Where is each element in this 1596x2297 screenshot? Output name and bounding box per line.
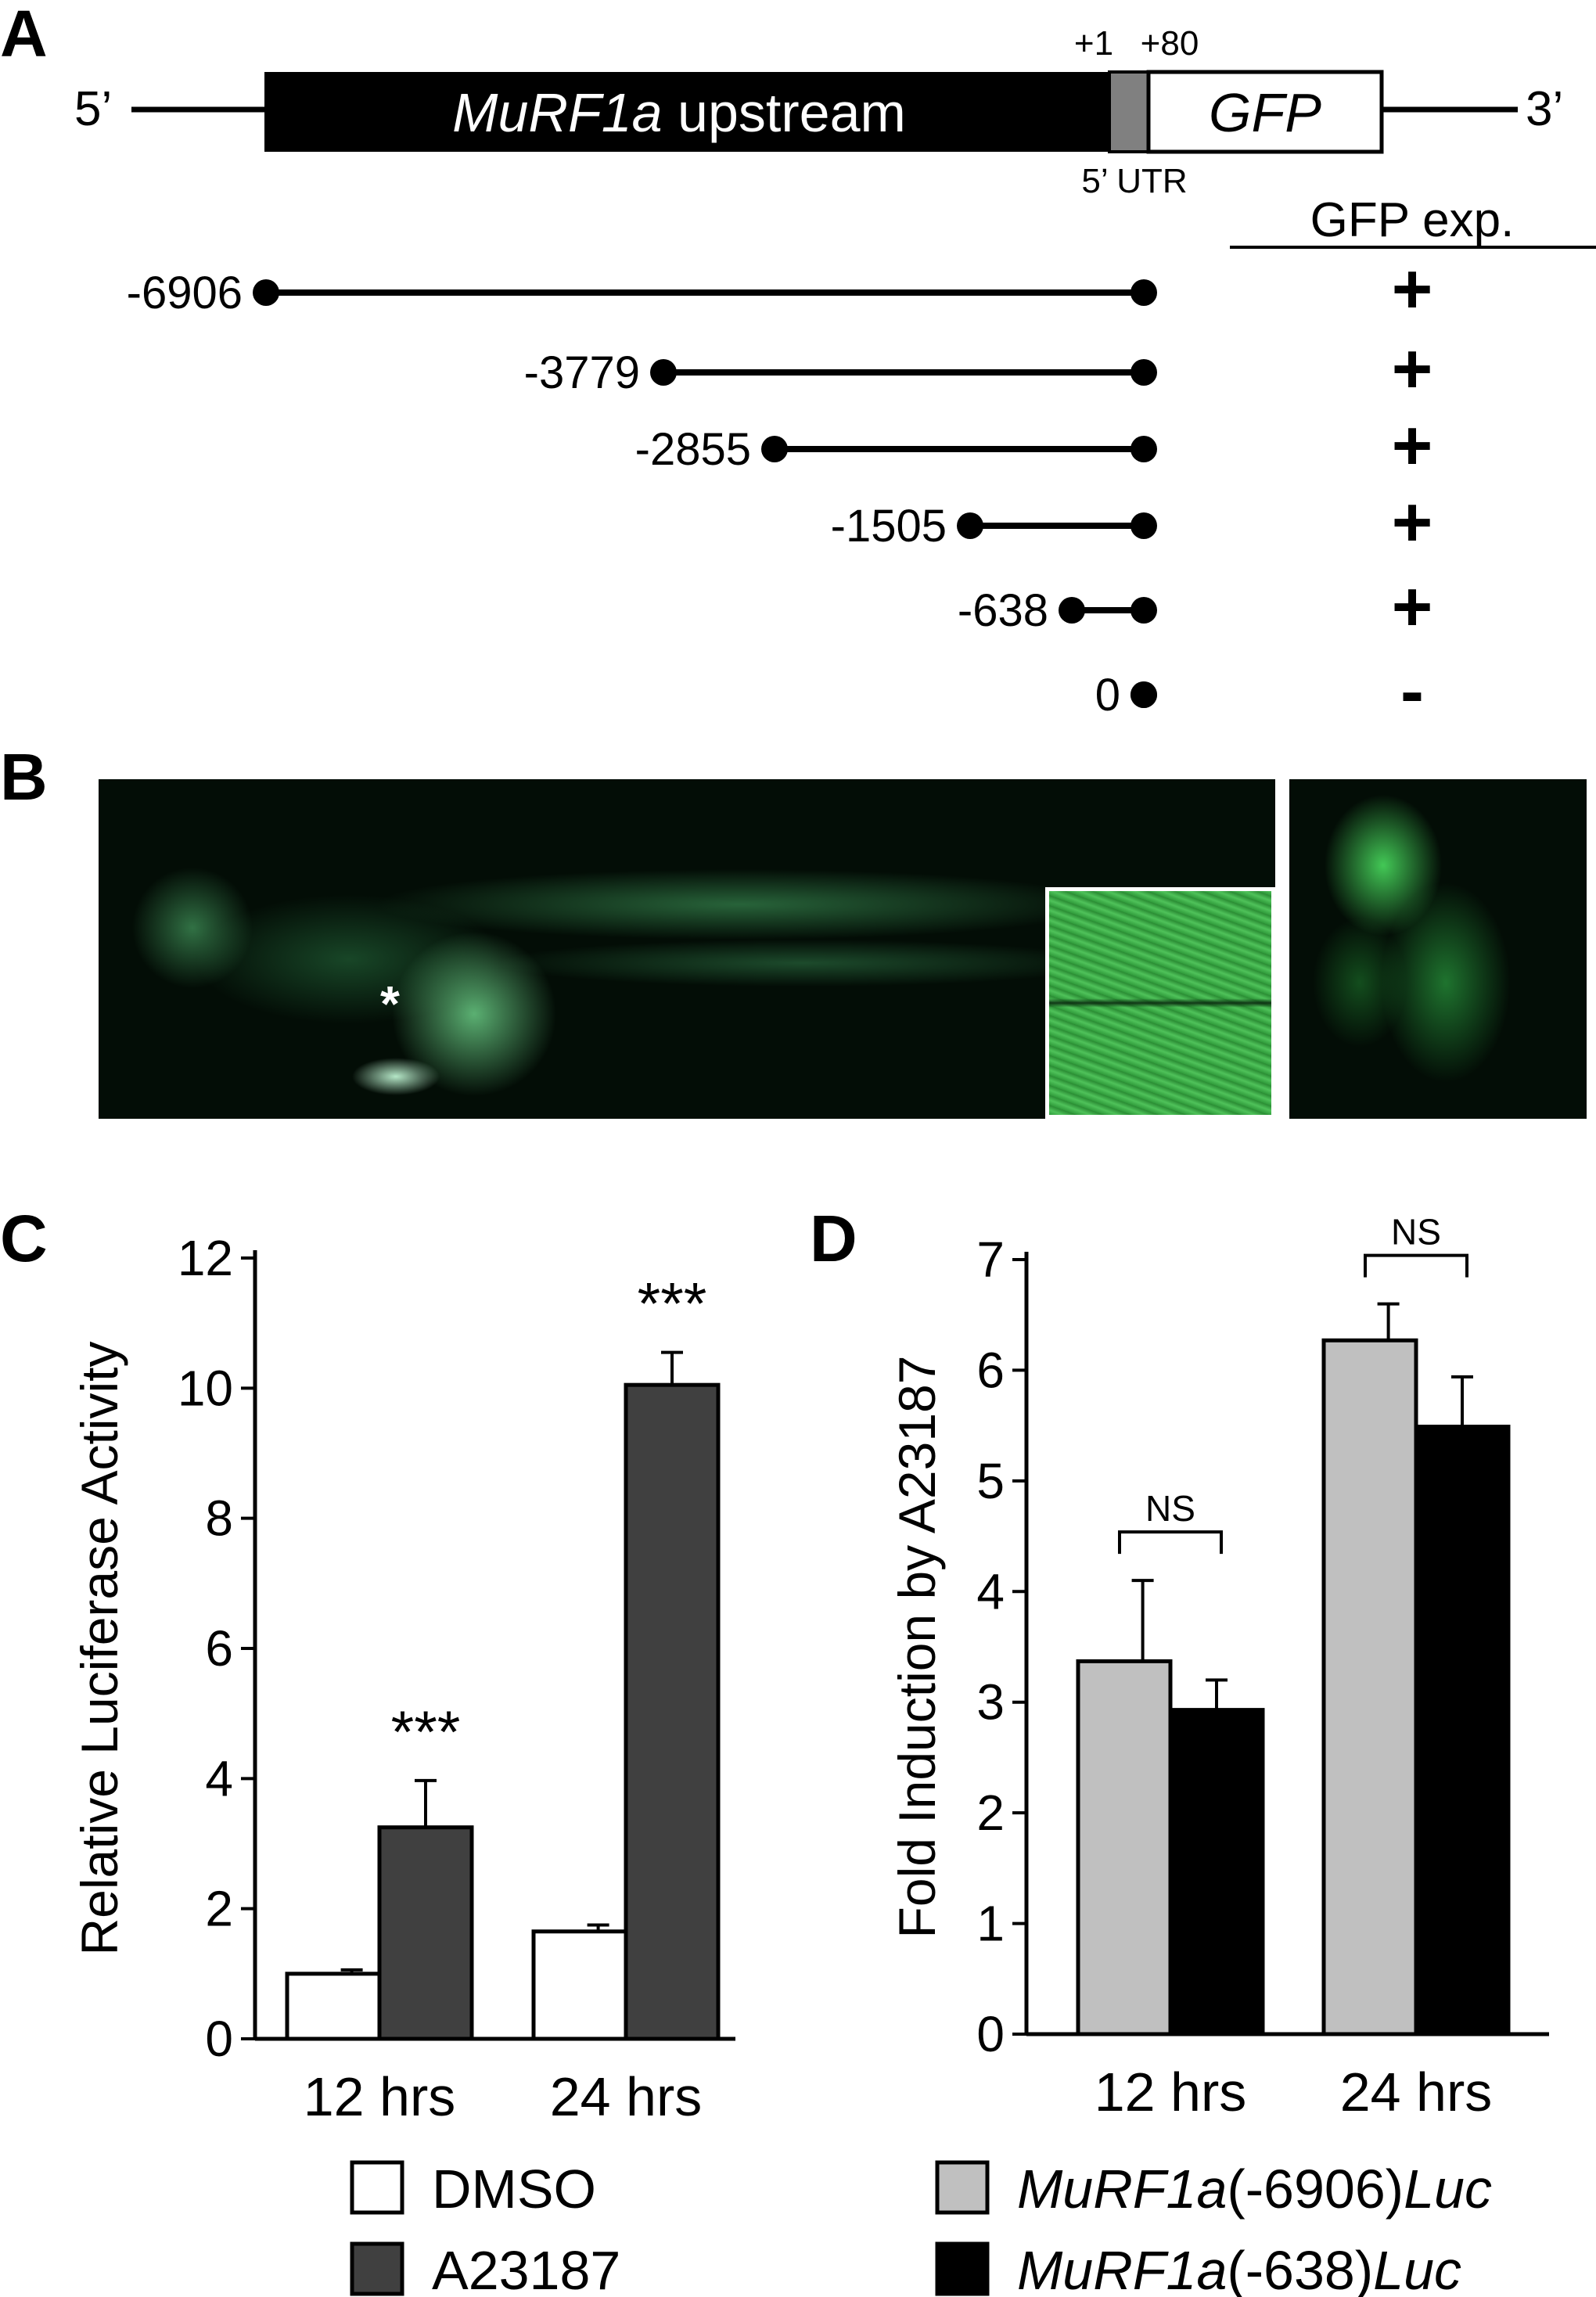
y-tick-label: 10 (178, 1360, 233, 1416)
chart-d: 0 1 2 3 4 5 6 7 Fold Induction by A23187 12 hrs 24… (888, 1212, 1549, 2297)
y-tick-label: 8 (205, 1490, 233, 1547)
y-axis-label: Relative Luciferase Activity (70, 1341, 128, 1955)
significance-bracket (1118, 1530, 1223, 1555)
y-tick-label: 4 (976, 1563, 1005, 1619)
bar (1414, 1425, 1511, 2036)
x-tick-label: 12 hrs (1095, 2062, 1247, 2123)
y-tick-label: 5 (976, 1453, 1005, 1509)
y-tick-label: 2 (976, 1785, 1005, 1841)
construct-start-dot (957, 512, 983, 539)
y-axis-label: Fold Induction by A23187 (888, 1356, 946, 1939)
y-tick-label: 0 (976, 2006, 1005, 2062)
legend-swatch (935, 2241, 990, 2296)
panel-b: B (0, 740, 48, 814)
y-tick-label: 7 (976, 1231, 1005, 1288)
muscle-fibers-inset (1045, 887, 1275, 1119)
panel-b-letter: B (0, 740, 48, 814)
bar (1076, 1659, 1173, 2036)
y-tick-label: 2 (205, 1881, 233, 1937)
y-tick-label: 6 (205, 1620, 233, 1677)
construct-end-dot (1130, 279, 1157, 306)
gfp-box-label: GFP (1209, 82, 1321, 143)
construct-start-dot (761, 436, 788, 462)
construct-start-label: -1505 (831, 501, 947, 552)
end-3-label: 3’ (1526, 82, 1563, 136)
x-tick-label: 24 hrs (550, 2066, 703, 2127)
legend-swatch (350, 2241, 404, 2296)
legend-label: MuRF1a(-6906)Luc (1017, 2159, 1492, 2220)
upstream-region-box (264, 72, 1109, 152)
bar (624, 1382, 721, 2041)
bar (1168, 1708, 1265, 2036)
plus80-label: +80 (1141, 24, 1199, 63)
y-tick-label: 4 (205, 1750, 233, 1806)
construct-start-label: -6906 (127, 268, 243, 318)
y-tick-label: 0 (205, 2011, 233, 2067)
significance-stars: *** (391, 1699, 461, 1766)
utr-box (1108, 70, 1150, 153)
panel-c-letter: C (0, 1202, 48, 1275)
panel-c: C 0 2 4 6 8 10 12 Relative Luciferase Activity 1… (0, 1202, 735, 2297)
bar (1321, 1338, 1418, 2036)
construct-start-dot (1059, 597, 1085, 624)
construct-start-label: -3779 (524, 347, 640, 398)
bar (531, 1929, 628, 2041)
bar (377, 1825, 474, 2041)
significance-bracket (1364, 1253, 1468, 1278)
construct-gfp-expression: + (1392, 483, 1433, 562)
heart-micrograph (1289, 779, 1587, 1119)
construct-start-label: -2855 (635, 424, 751, 475)
legend-label: MuRF1a(-638)Luc (1017, 2240, 1461, 2297)
construct-end-dot (1130, 359, 1157, 386)
panel-a-letter: A (0, 0, 48, 70)
legend-label: DMSO (432, 2159, 596, 2220)
y-tick-label: 1 (976, 1896, 1005, 1952)
panel-a: A 5’ 3’ MuRF1a upstream GFP +1 +80 5’ UT… (0, 0, 1596, 731)
construct-start-label: 0 (1095, 670, 1120, 721)
construct-start-dot (253, 279, 279, 306)
construct-gfp-expression: + (1392, 407, 1433, 485)
construct-end-dot (1130, 512, 1157, 539)
x-tick-label: 12 hrs (304, 2066, 456, 2127)
y-tick-label: 6 (976, 1342, 1005, 1398)
panel-d: D 0 1 2 3 4 5 6 7 Fold Induction by A23187 12 hrs… (810, 1202, 1549, 2297)
construct-end-dot (1130, 681, 1157, 708)
significance-label: NS (1145, 1488, 1195, 1529)
bar (285, 1972, 382, 2041)
legend-swatch (935, 2160, 990, 2215)
upstream-region-label: MuRF1a upstream (452, 82, 906, 143)
end-5-label: 5’ (74, 82, 112, 136)
construct-gfp-expression: + (1392, 250, 1433, 329)
deletion-constructs: -6906 + -3779 + -2855 + -1505 + -638 +0 - (127, 250, 1433, 731)
construct-start-dot (650, 359, 677, 386)
utr-label: 5’ UTR (1081, 162, 1187, 200)
significance-stars: *** (638, 1271, 707, 1338)
construct-start-label: -638 (958, 585, 1048, 636)
chart-c: 0 2 4 6 8 10 12 Relative Luciferase Activity 12 … (70, 1230, 735, 2297)
construct-gfp-expression: + (1392, 330, 1433, 408)
y-tick-label: 3 (976, 1674, 1005, 1731)
construct-end-dot (1130, 436, 1157, 462)
gfp-exp-header: GFP exp. (1310, 193, 1515, 247)
x-tick-label: 24 hrs (1340, 2062, 1493, 2123)
significance-label: NS (1391, 1212, 1441, 1253)
construct-end-dot (1130, 597, 1157, 624)
panel-d-letter: D (810, 1202, 857, 1275)
construct-gfp-expression: - (1400, 652, 1424, 731)
legend-label: A23187 (432, 2240, 620, 2297)
plus1-label: +1 (1074, 24, 1113, 63)
larva-asterisk: * (380, 976, 400, 1032)
construct-gfp-expression: + (1392, 568, 1433, 646)
legend-swatch (350, 2160, 404, 2215)
y-tick-label: 12 (178, 1230, 233, 1286)
gfp-box (1146, 70, 1384, 154)
